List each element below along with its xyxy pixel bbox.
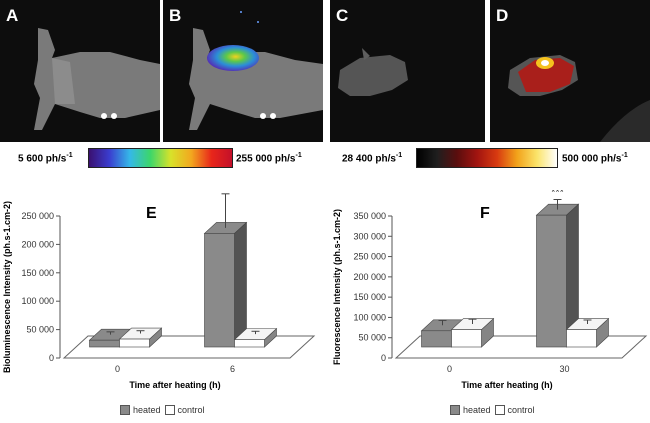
x-tick-label: 30: [559, 364, 569, 374]
legend-swatch-heated: [450, 405, 460, 415]
mouse-image-b: [189, 11, 323, 130]
y-tick-label: 300 000: [353, 231, 386, 241]
y-axis-label: Bioluminescence Intensity (ph.s-1.cm-2): [2, 201, 12, 373]
bioluminescence-signal: [207, 45, 259, 71]
significance-annotation: ***: [551, 190, 565, 199]
bar-control: [234, 339, 265, 348]
y-tick-label: 0: [49, 353, 54, 363]
legend-label-heated: heated: [133, 405, 161, 415]
significance-annotation: ***: [219, 190, 233, 193]
chart-panel-letter: F: [480, 205, 490, 222]
y-tick-label: 50 000: [26, 325, 54, 335]
x-axis-label: Time after heating (h): [129, 380, 220, 390]
legend-label-control: control: [177, 405, 205, 415]
bar-side: [234, 221, 247, 348]
bar-heated: [421, 330, 452, 348]
y-tick-label: 200 000: [21, 239, 54, 249]
legend-label-heated: heated: [463, 405, 491, 415]
y-tick-label: 0: [381, 353, 386, 363]
bioluminescence-color-scale: [88, 148, 233, 168]
legend-e: heated control: [120, 405, 205, 415]
y-tick-label: 100 000: [21, 296, 54, 306]
bar-control: [566, 329, 597, 348]
mouse-image-d: [508, 55, 650, 142]
mouse-image-c: [338, 48, 408, 96]
panel-letter-d: D: [496, 6, 509, 25]
legend-f: heated control: [450, 405, 535, 415]
fluorescence-color-scale: [416, 148, 558, 168]
x-tick-label: 6: [230, 364, 235, 374]
bioluminescence-scale-min: 5 600 ph/s-1: [18, 152, 73, 165]
fluorescence-bar-chart: F 0 50 000 100 000 150 000 200 000 250 000 300 …: [332, 190, 648, 390]
y-tick-label: 250 000: [21, 211, 54, 221]
panel-letter-c: C: [336, 6, 349, 25]
y-tick-label: 100 000: [353, 312, 386, 322]
bioluminescence-bar-chart: E 0 50 000 100 000 150 000 200 000 250 000 Biol…: [2, 190, 316, 390]
x-tick-label: 0: [115, 364, 120, 374]
bar-control: [119, 338, 150, 348]
y-tick-label: 150 000: [21, 268, 54, 278]
y-tick-label: 150 000: [353, 292, 386, 302]
mouse-image-a: [34, 28, 160, 130]
legend-swatch-heated: [120, 405, 130, 415]
fluorescence-scale-min: 28 400 ph/s-1: [342, 152, 403, 165]
legend-swatch-control: [164, 405, 175, 415]
image-panel-b: B: [163, 0, 323, 142]
image-panel-a: A: [0, 0, 160, 142]
y-tick-label: 250 000: [353, 252, 386, 262]
y-tick-label: 350 000: [353, 211, 386, 221]
y-tick-label: 200 000: [353, 272, 386, 282]
fluorescence-scale-max: 500 000 ph/s-1: [562, 152, 628, 165]
bar-heated: [204, 233, 235, 348]
legend-swatch-control: [494, 405, 505, 415]
legend-label-control: control: [507, 405, 535, 415]
bar-control: [451, 329, 482, 348]
bar-heated: [536, 214, 567, 348]
bar-heated: [89, 339, 120, 348]
image-panel-c: C: [330, 0, 485, 142]
fluorescence-signal: [518, 58, 574, 92]
y-axis-label: Fluorescence Intensity (ph.s-1.cm-2): [332, 209, 342, 365]
chart-panel-letter: E: [146, 205, 157, 222]
x-tick-label: 0: [447, 364, 452, 374]
x-axis-label: Time after heating (h): [461, 380, 552, 390]
image-panel-d: D: [490, 0, 650, 142]
panel-letter-a: A: [6, 6, 19, 25]
panel-letter-b: B: [169, 6, 182, 25]
bioluminescence-scale-max: 255 000 ph/s-1: [236, 152, 302, 165]
y-tick-label: 50 000: [358, 333, 386, 343]
